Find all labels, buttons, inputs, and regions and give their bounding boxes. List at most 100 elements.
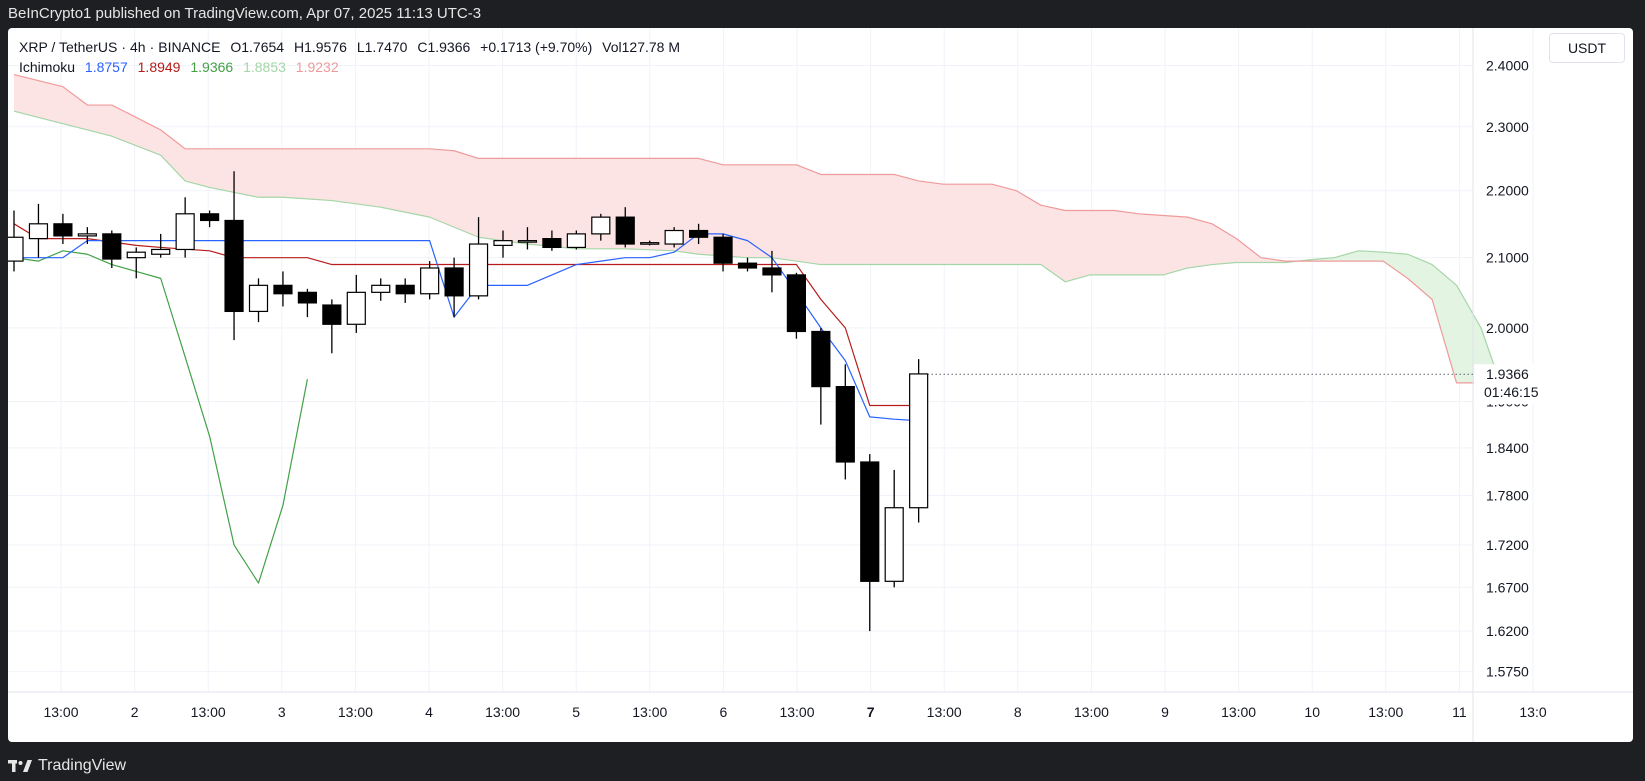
- conversion-line-value: 1.8757: [84, 59, 128, 75]
- y-tick-label: 2.4000: [1486, 58, 1529, 74]
- cloud-bearish: [14, 74, 1304, 282]
- publisher-line: BeInCrypto1 published on TradingView.com…: [8, 5, 482, 22]
- candle-body: [8, 236, 24, 262]
- symbol-row[interactable]: XRP / TetherUS · 4h · BINANCE O1.7654 H1.957…: [19, 39, 680, 55]
- candle-body: [860, 461, 880, 582]
- leading-span-a-line: [13, 110, 1530, 403]
- leading-span-b-value: 1.9232: [295, 59, 339, 75]
- candle-body: [811, 330, 831, 388]
- candle-body: [762, 267, 782, 276]
- lagging-span-value: 1.9366: [190, 59, 234, 75]
- candle-body: [664, 229, 684, 245]
- volume-value: 127.78 M: [621, 39, 680, 55]
- candle-body: [297, 291, 317, 304]
- tradingview-logo-icon: [8, 759, 32, 772]
- candle-body: [615, 216, 635, 245]
- footer: TradingView: [0, 750, 1645, 781]
- axes: 2.40002.30002.20002.10002.00001.90001.84…: [8, 28, 1633, 742]
- currency-button[interactable]: USDT: [1549, 33, 1625, 63]
- y-tick-label: 1.7800: [1486, 488, 1529, 504]
- last-price-box: [1474, 364, 1569, 405]
- open-label: O: [230, 39, 242, 55]
- candle-body: [640, 242, 660, 245]
- candle-body: [420, 267, 440, 295]
- exchange: BINANCE: [158, 39, 221, 55]
- x-tick-label: 13:0: [1519, 704, 1546, 720]
- low-value: 1.7470: [364, 39, 408, 55]
- change-value: +0.1713 (+9.70%): [480, 39, 593, 55]
- x-tick-label: 6: [720, 704, 728, 720]
- volume-label: Vol: [602, 39, 622, 55]
- grid: [8, 28, 1534, 692]
- candle-body: [248, 284, 269, 313]
- candle-body: [151, 248, 171, 255]
- bar-countdown-label: 01:46:15: [1484, 384, 1539, 400]
- x-tick-label: 4: [425, 704, 433, 720]
- x-tick-label: 13:00: [485, 704, 520, 720]
- candle-body: [591, 216, 611, 235]
- candle-body: [322, 304, 342, 325]
- y-tick-label: 1.6200: [1486, 623, 1529, 639]
- candle-body: [126, 251, 146, 259]
- x-tick-label: 13:00: [927, 704, 962, 720]
- tradingview-logo[interactable]: TradingView: [8, 757, 126, 775]
- publisher-header: BeInCrypto1 published on TradingView.com…: [0, 0, 1645, 28]
- candle-body: [737, 262, 758, 269]
- base-line-value: 1.8949: [137, 59, 181, 75]
- interval[interactable]: 4h: [129, 39, 146, 55]
- candlesticks: [8, 171, 929, 632]
- close-label: C: [417, 39, 428, 55]
- x-tick-label: 5: [572, 704, 580, 720]
- cloud-bullish: [1303, 250, 1506, 398]
- x-tick-label: 10: [1304, 704, 1320, 720]
- lagging-span-line: [13, 250, 308, 584]
- x-tick-label: 3: [278, 704, 286, 720]
- candle-body: [884, 507, 904, 582]
- leading-span-b-line: [13, 73, 1530, 384]
- candle-body: [175, 213, 195, 251]
- x-tick-label: 13:00: [43, 704, 78, 720]
- brand-name: TradingView: [38, 756, 127, 774]
- y-tick-label: 1.5750: [1486, 664, 1529, 680]
- candle-body: [346, 291, 366, 325]
- y-tick-label: 2.2000: [1486, 183, 1529, 199]
- candle-body: [273, 284, 293, 295]
- candle-body: [835, 386, 855, 463]
- conversion-line: [14, 233, 919, 422]
- candle-body: [200, 213, 220, 222]
- candle-body: [371, 284, 391, 293]
- x-tick-label: 13:00: [1221, 704, 1256, 720]
- candle-body: [77, 233, 97, 237]
- y-tick-label: 2.0000: [1486, 320, 1529, 336]
- candle-body: [517, 240, 538, 243]
- leading-span-a-value: 1.8853: [243, 59, 286, 75]
- candle-body: [786, 274, 807, 333]
- x-tick-label: 11: [1452, 704, 1467, 720]
- price-chart[interactable]: 2.40002.30002.20002.10002.00001.90001.84…: [8, 28, 1633, 742]
- high-value: 1.9576: [304, 39, 347, 55]
- x-tick-label: 13:00: [632, 704, 667, 720]
- candle-body: [909, 373, 929, 509]
- candle-body: [28, 223, 49, 240]
- ichimoku-row[interactable]: Ichimoku 1.8757 1.8949 1.9366 1.8853 1.9…: [19, 57, 680, 77]
- candle-body: [395, 284, 415, 295]
- y-tick-label: 1.7200: [1486, 537, 1529, 553]
- candle-body: [493, 240, 513, 246]
- close-value: 1.9366: [427, 39, 471, 55]
- candle-body: [713, 236, 733, 264]
- chart-legend: XRP / TetherUS · 4h · BINANCE O1.7654 H1.957…: [19, 37, 680, 77]
- chart-panel[interactable]: 2.40002.30002.20002.10002.00001.90001.84…: [8, 28, 1633, 742]
- x-tick-label: 9: [1161, 704, 1169, 720]
- candle-body: [566, 233, 586, 249]
- open-value: 1.7654: [241, 39, 285, 55]
- x-tick-label: 7: [867, 704, 875, 720]
- x-tick-label: 13:00: [1074, 704, 1109, 720]
- low-label: L: [356, 39, 365, 55]
- candle-body: [688, 229, 709, 238]
- x-tick-label: 8: [1014, 704, 1022, 720]
- base-line: [13, 223, 919, 407]
- symbol-name[interactable]: XRP / TetherUS: [19, 39, 118, 55]
- ichimoku-label[interactable]: Ichimoku: [19, 59, 76, 75]
- candle-body: [444, 267, 464, 297]
- x-tick-label: 13:00: [779, 704, 814, 720]
